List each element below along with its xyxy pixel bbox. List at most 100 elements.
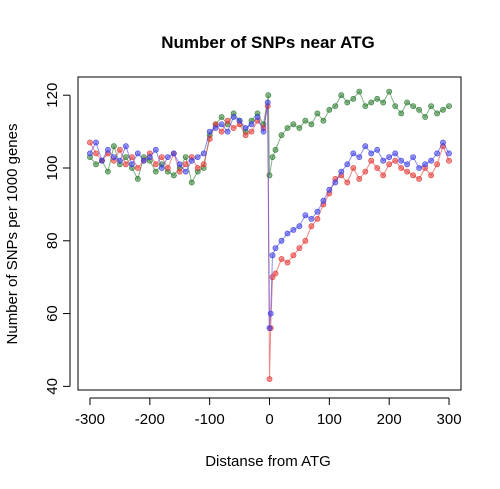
data-point (344, 161, 351, 168)
data-point (368, 150, 375, 157)
data-point (398, 157, 405, 164)
data-point (206, 128, 213, 135)
y-tick-label: 40 (44, 378, 61, 395)
x-tick-label: 300 (437, 411, 462, 428)
data-point (404, 99, 410, 106)
data-point (356, 88, 363, 95)
data-point (380, 157, 387, 164)
x-axis-label: Distanse from ATG (205, 453, 331, 470)
data-point (368, 99, 375, 106)
data-point (296, 245, 303, 251)
data-point (410, 154, 416, 160)
data-point (350, 150, 357, 157)
data-point (182, 161, 189, 168)
plot-frame (77, 76, 462, 391)
data-point (368, 157, 375, 164)
data-point (290, 252, 297, 259)
data-point (386, 154, 393, 160)
data-point (194, 165, 201, 171)
data-point (272, 270, 279, 277)
y-tick-label: 60 (44, 305, 61, 322)
data-point (117, 157, 123, 164)
data-point (111, 154, 117, 160)
series-3 (87, 99, 452, 331)
data-point (284, 230, 291, 237)
data-point (278, 132, 285, 139)
x-tick-label: -100 (195, 411, 225, 428)
data-point (434, 161, 440, 168)
data-point (362, 143, 369, 150)
data-point (99, 157, 105, 164)
data-point (302, 117, 309, 124)
data-point (356, 175, 363, 182)
data-point (356, 154, 363, 160)
data-point (170, 172, 177, 179)
data-point (260, 128, 267, 135)
data-point (105, 146, 111, 153)
data-point (218, 121, 225, 128)
data-point (380, 99, 387, 106)
data-point (422, 161, 428, 168)
data-point (134, 150, 141, 157)
data-point (386, 161, 393, 168)
data-point (158, 154, 165, 160)
data-point (134, 175, 141, 182)
x-tick-label: 200 (377, 411, 402, 428)
y-axis: 40 60 80 100 120 (44, 83, 71, 395)
data-point (338, 168, 345, 175)
data-point (428, 157, 434, 164)
data-point (398, 165, 405, 171)
series-line (89, 106, 450, 380)
data-point (374, 95, 381, 102)
data-point (332, 179, 339, 186)
data-point (123, 161, 129, 168)
data-point (428, 103, 434, 109)
x-tick-label: -300 (75, 411, 105, 428)
data-point (326, 186, 333, 193)
data-point (308, 121, 315, 128)
x-tick-label: -200 (135, 411, 165, 428)
data-point (264, 99, 271, 106)
data-point (440, 106, 446, 113)
data-point (422, 114, 428, 120)
series-2 (87, 103, 452, 382)
data-point (218, 128, 225, 135)
series-layer (87, 88, 452, 382)
data-point (152, 161, 159, 168)
data-point (254, 114, 261, 120)
data-point (392, 157, 399, 164)
data-point (362, 103, 369, 109)
data-point (248, 121, 255, 128)
data-point (170, 150, 177, 157)
data-point (362, 168, 369, 175)
data-point (344, 179, 351, 186)
data-point (296, 223, 303, 230)
data-point (266, 325, 273, 331)
data-point (105, 168, 111, 175)
data-point (380, 172, 387, 179)
data-point (93, 139, 99, 146)
data-point (314, 208, 321, 215)
data-point (386, 88, 393, 95)
data-point (446, 157, 452, 164)
data-point (242, 125, 249, 131)
data-point (194, 154, 201, 160)
data-point (374, 165, 381, 171)
data-point (314, 215, 321, 222)
data-point (272, 146, 279, 153)
data-point (200, 150, 207, 157)
data-point (296, 125, 303, 131)
data-point (392, 150, 399, 157)
data-point (182, 154, 189, 160)
y-tick-label: 80 (44, 232, 61, 249)
data-point (416, 165, 422, 171)
data-point (278, 256, 285, 262)
data-point (224, 117, 231, 124)
data-point (200, 161, 207, 168)
y-tick-label: 100 (44, 155, 61, 180)
data-point (350, 95, 357, 102)
data-point (212, 125, 219, 131)
data-point (272, 245, 279, 251)
data-point (434, 150, 440, 157)
